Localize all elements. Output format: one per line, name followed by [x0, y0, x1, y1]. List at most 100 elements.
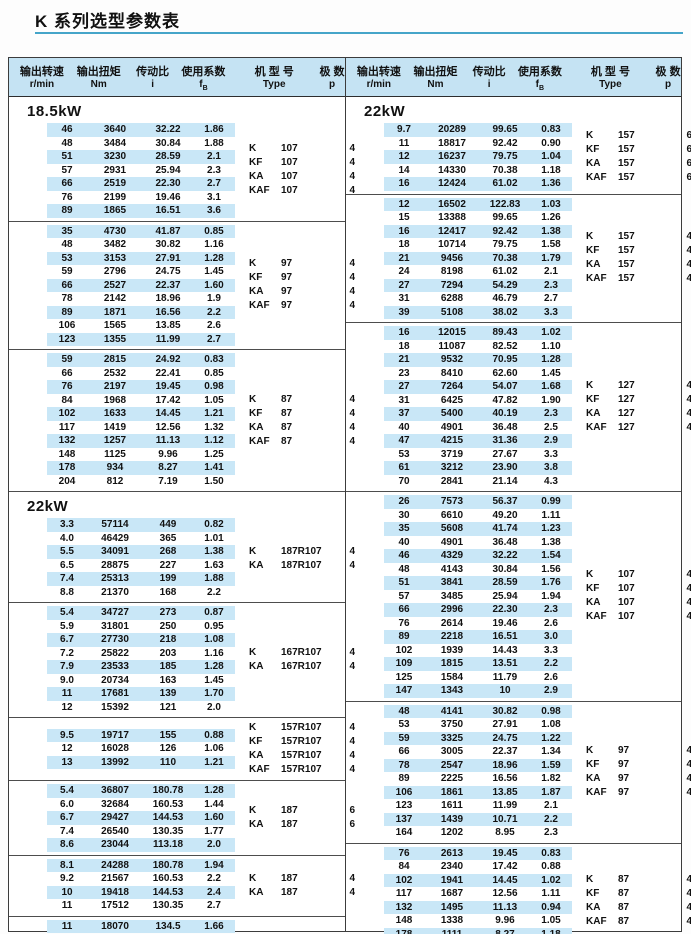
service-factor-cell: 1.26	[541, 212, 561, 223]
type-model: 157	[618, 157, 635, 169]
speed-cell: 10	[61, 886, 73, 898]
service-factor-cell: 1.28	[204, 661, 224, 672]
torque-cell: 9532	[440, 354, 464, 365]
torque-cell: 2815	[103, 354, 127, 365]
type-model: 87	[281, 435, 293, 447]
speed-cell: 12	[61, 701, 73, 713]
service-factor-cell: 0.82	[204, 519, 224, 530]
service-factor-cell: 1.22	[541, 732, 561, 744]
torque-cell: 2796	[103, 266, 127, 277]
table-row: 21 9456 70.38 1.79	[384, 251, 572, 265]
service-factor-cell: 2.3	[207, 164, 221, 176]
speed-cell: 164	[395, 827, 413, 838]
table-row: 5.4 34727 273 0.87	[47, 606, 235, 620]
torque-cell: 25313	[101, 573, 129, 584]
type-model: 127	[618, 422, 635, 433]
speed-cell: 48	[61, 137, 73, 149]
type-row: K 187 6	[249, 804, 355, 818]
table-row: 164 1202 8.95 2.3	[384, 826, 572, 840]
torque-cell: 12424	[438, 178, 466, 189]
type-prefix: KA	[249, 559, 264, 571]
speed-cell: 11	[61, 900, 73, 911]
pole-count: 4	[349, 872, 355, 884]
torque-cell: 2218	[440, 631, 464, 642]
torque-cell: 2841	[440, 475, 464, 487]
type-prefix: KA	[249, 818, 264, 830]
speed-cell: 57	[398, 590, 410, 602]
ratio-cell: 180.78	[152, 785, 184, 796]
ratio-cell: 16.51	[155, 205, 181, 216]
speed-cell: 84	[398, 861, 410, 872]
torque-cell: 1633	[103, 408, 127, 419]
service-factor-cell: 1.54	[541, 550, 561, 561]
ratio-cell: 49.20	[492, 509, 518, 521]
pole-count: 4	[686, 773, 691, 784]
block-separator	[346, 491, 681, 492]
speed-cell: 5.4	[60, 785, 74, 796]
ratio-cell: 227	[159, 559, 177, 571]
type-model: 107	[618, 569, 635, 581]
type-row: KAF 107 4	[586, 610, 691, 624]
ratio-cell: 32.22	[155, 124, 181, 135]
service-factor-cell: 0.83	[541, 124, 561, 135]
table-row: 76 2197 19.45 0.98	[47, 380, 235, 394]
col-header-poles: 极 数	[319, 66, 345, 78]
speed-cell: 9.2	[60, 873, 74, 884]
speed-cell: 66	[398, 604, 410, 615]
type-row: KAF 157R107 4	[249, 763, 355, 777]
ratio-cell: 19.46	[492, 617, 518, 629]
type-model: 97	[281, 258, 293, 270]
table-row: 137 1439 10.71 2.2	[384, 812, 572, 826]
speed-cell: 12	[398, 151, 410, 162]
type-row: KF 107 4	[586, 582, 691, 596]
type-model: 107	[281, 157, 298, 169]
speed-cell: 117	[58, 421, 76, 433]
service-factor-cell: 1.38	[541, 536, 561, 548]
ratio-cell: 70.95	[492, 354, 518, 365]
ratio-cell: 11.13	[492, 901, 518, 913]
type-row: KF 157 6	[586, 143, 691, 157]
torque-cell: 13388	[438, 212, 466, 223]
type-model: 187	[281, 818, 298, 830]
block-rows: 9.7 20289 99.65 0.83 11 18817 92.42 0.90 12 16237…	[384, 123, 572, 191]
block-separator	[9, 854, 345, 856]
table-row: 78 2547 18.96 1.59	[384, 758, 572, 772]
table-row: 84 1968 17.42 1.05	[47, 394, 235, 408]
data-block: 9.7 20289 99.65 0.83 11 18817 92.42 0.90 12 16237…	[346, 123, 691, 191]
speed-cell: 61	[398, 462, 410, 473]
torque-cell: 2931	[103, 164, 127, 176]
type-model: 157	[618, 143, 635, 155]
block-separator	[346, 322, 681, 323]
block-types: K 187R107 4 KA 187R107 4	[249, 545, 355, 573]
block-separator	[346, 193, 681, 195]
ratio-cell: 160.53	[152, 873, 184, 884]
speed-cell: 132	[395, 901, 413, 913]
col-header-output-speed: 输出转速	[356, 66, 401, 78]
ratio-cell: 10	[499, 685, 511, 696]
type-model: 157	[618, 171, 635, 183]
speed-cell: 13	[61, 756, 73, 768]
ratio-cell: 28.59	[492, 577, 518, 588]
header-labels-row: 输出转速 输出扭矩 传动比 使用系数 机 型 号 极 数	[9, 63, 345, 79]
torque-cell: 4329	[440, 550, 464, 561]
data-block: 76 2613 19.45 0.83 84 2340 17.42 0.88 102 1941 14.…	[346, 846, 691, 934]
speed-cell: 123	[395, 800, 413, 811]
service-factor-cell: 1.32	[204, 421, 224, 433]
unit-type: Type	[262, 79, 286, 90]
type-prefix: KF	[249, 157, 263, 169]
table-row: 8.6 23044 113.18 2.0	[47, 838, 235, 852]
table-row: 3.3 57114 449 0.82	[47, 518, 235, 532]
ratio-cell: 18.96	[155, 293, 181, 304]
torque-cell: 20734	[101, 674, 129, 686]
service-factor-cell: 1.08	[541, 719, 561, 730]
speed-cell: 89	[398, 773, 410, 784]
table-row: 11 17681 139 1.70	[47, 687, 235, 701]
table-row: 102 1633 14.45 1.21	[47, 407, 235, 421]
type-row: K 157R107 4	[249, 721, 355, 735]
torque-cell: 14330	[438, 164, 466, 176]
torque-cell: 2547	[440, 759, 464, 771]
ratio-cell: 27.91	[155, 252, 181, 264]
speed-cell: 66	[398, 746, 410, 757]
ratio-cell: 79.75	[492, 151, 518, 162]
service-factor-cell: 1.94	[204, 859, 224, 871]
